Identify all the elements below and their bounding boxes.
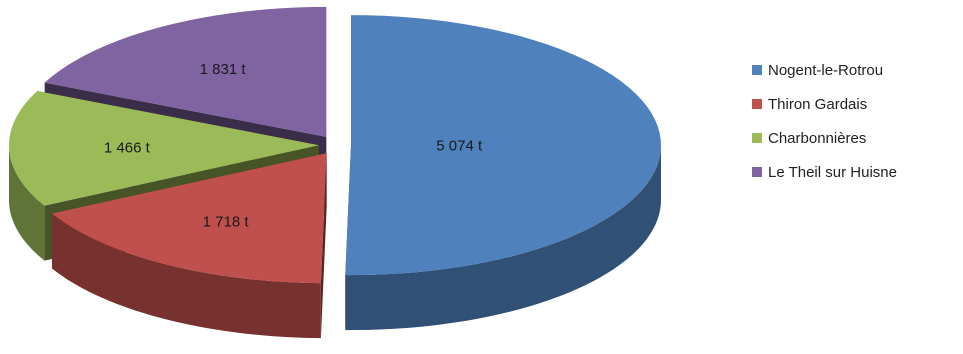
legend-label-le-theil-sur-huisne: Le Theil sur Huisne (768, 163, 897, 181)
data-label-thiron-gardais: 1 718 t (203, 214, 250, 231)
legend-swatch-nogent-le-rotrou (752, 65, 762, 75)
slice-thiron-gardais (51, 153, 327, 339)
slice-top-charbonnieres (9, 90, 320, 206)
legend-label-charbonnieres: Charbonnières (768, 129, 867, 147)
legend-item-charbonnieres: Charbonnières (752, 128, 957, 148)
legend-swatch-le-theil-sur-huisne (752, 167, 762, 177)
pie-plot: 5 074 t 1 718 t 1 466 t 1 831 t (9, 6, 661, 339)
legend-item-nogent-le-rotrou: Nogent-le-Rotrou (752, 60, 957, 80)
data-label-nogent-le-rotrou: 5 074 t (436, 137, 483, 154)
legend-item-le-theil-sur-huisne: Le Theil sur Huisne (752, 162, 957, 182)
legend: Nogent-le-Rotrou Thiron Gardais Charbonn… (752, 60, 957, 196)
slice-nogent-le-rotrou (345, 15, 661, 331)
slice-top-le-theil-sur-huisne (44, 6, 327, 137)
legend-swatch-thiron-gardais (752, 99, 762, 109)
legend-item-thiron-gardais: Thiron Gardais (752, 94, 957, 114)
slice-rim-charbonnieres (9, 145, 45, 261)
slice-top-nogent-le-rotrou (345, 15, 661, 276)
legend-label-nogent-le-rotrou: Nogent-le-Rotrou (768, 61, 884, 79)
legend-label-thiron-gardais: Thiron Gardais (768, 95, 868, 113)
data-label-charbonnieres: 1 466 t (104, 139, 151, 156)
slice-rim-thiron-gardais (51, 213, 321, 339)
legend-swatch-charbonnieres (752, 133, 762, 143)
slice-top-thiron-gardais (51, 153, 327, 284)
data-label-le-theil-sur-huisne: 1 831 t (200, 61, 247, 78)
slice-rim-nogent-le-rotrou (345, 145, 661, 331)
